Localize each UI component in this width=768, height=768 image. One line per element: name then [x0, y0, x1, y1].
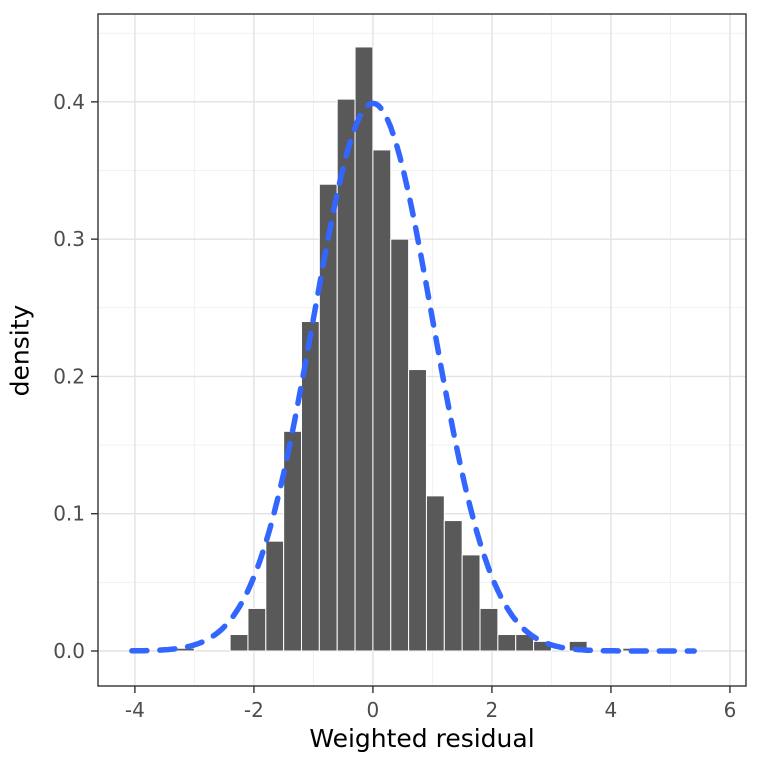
- histogram-bars: [176, 46, 642, 652]
- histogram-bar: [390, 238, 410, 652]
- x-tick-label: 4: [605, 698, 618, 722]
- histogram-bar: [354, 46, 374, 652]
- histogram-bar: [247, 607, 267, 652]
- histogram-bar: [479, 607, 499, 652]
- histogram-bar: [425, 495, 445, 652]
- major-gridlines: [98, 14, 746, 686]
- histogram-bar: [318, 183, 338, 652]
- y-tick-label: 0.0: [53, 639, 85, 663]
- y-tick-label: 0.2: [53, 364, 85, 388]
- histogram-bar: [283, 430, 303, 652]
- histogram-bar: [265, 540, 285, 652]
- histogram-bar: [443, 520, 463, 652]
- histogram-bar: [408, 369, 427, 652]
- histogram-bar: [176, 647, 195, 652]
- histogram-bar: [497, 634, 517, 652]
- y-tick-label: 0.1: [53, 502, 85, 526]
- x-tick-label: 2: [486, 698, 499, 722]
- density-curve: [129, 100, 697, 654]
- x-axis-title: Weighted residual: [309, 724, 535, 753]
- axes: -4 -2 0 2 4 6 0.0 0.1 0.2 0.3 0.4: [53, 90, 736, 722]
- histogram-bar: [372, 149, 392, 652]
- y-tick-label: 0.4: [53, 90, 85, 114]
- x-tick-label: 0: [367, 698, 380, 722]
- y-axis-title: density: [5, 304, 35, 397]
- histogram-bar: [229, 634, 249, 652]
- panel-border: [97, 13, 747, 687]
- x-tick-label: -4: [125, 698, 145, 722]
- histogram-bar: [461, 554, 481, 652]
- x-tick-label: -2: [244, 698, 264, 722]
- y-tick-label: 0.3: [53, 227, 85, 251]
- x-tick-label: 6: [724, 698, 737, 722]
